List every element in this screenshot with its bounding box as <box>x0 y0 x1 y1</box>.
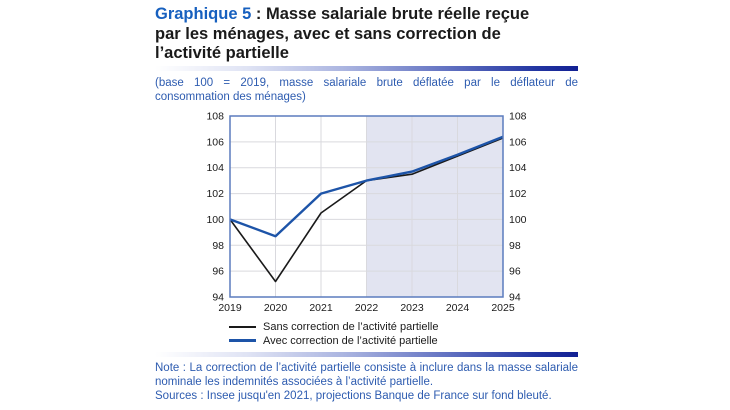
svg-text:2024: 2024 <box>446 302 470 313</box>
svg-text:106: 106 <box>509 136 527 148</box>
legend-item-sans-correction: Sans correction de l’activité partielle <box>229 320 438 333</box>
svg-text:2022: 2022 <box>355 302 379 313</box>
svg-text:2021: 2021 <box>309 302 333 313</box>
svg-text:98: 98 <box>212 240 224 252</box>
svg-text:2020: 2020 <box>264 302 288 313</box>
figure-label: Graphique 5 <box>155 5 252 23</box>
plot-frame <box>229 115 504 298</box>
figure-title-block: Graphique 5 : Masse salariale brute réel… <box>155 5 578 64</box>
legend-item-avec-correction: Avec correction de l’activité partielle <box>229 334 438 347</box>
svg-text:102: 102 <box>509 188 527 200</box>
gradient-divider-top <box>155 66 578 71</box>
figure-subtitle: (base 100 = 2019, masse salariale brute … <box>155 77 578 103</box>
sources-text: Sources : Insee jusqu'en 2021, projectio… <box>155 390 552 402</box>
svg-text:2025: 2025 <box>491 302 515 313</box>
gridlines <box>230 116 503 297</box>
legend-label: Avec correction de l’activité partielle <box>263 334 438 347</box>
svg-text:100: 100 <box>206 214 224 226</box>
svg-text:2019: 2019 <box>218 302 242 313</box>
svg-text:94: 94 <box>212 292 224 304</box>
svg-text:100: 100 <box>509 214 527 226</box>
legend-line-swatch-black <box>229 325 256 328</box>
svg-text:102: 102 <box>206 188 224 200</box>
svg-text:108: 108 <box>509 111 527 123</box>
axis-tick-labels: 94 94 96 96 98 98 100 100 102 102 104 104 106 106 108 1… <box>206 111 526 314</box>
figure-title-text: : Masse salariale brute réelle reçue par… <box>155 5 530 62</box>
svg-text:96: 96 <box>509 266 521 278</box>
svg-text:104: 104 <box>206 162 224 174</box>
note-text: Note : La correction de l’activité parti… <box>155 362 578 388</box>
svg-text:2023: 2023 <box>400 302 424 313</box>
chart-legend: Sans correction de l’activité partielle … <box>229 320 438 347</box>
gradient-divider-bottom <box>155 352 578 357</box>
line-chart: 94 94 96 96 98 98 100 100 102 102 104 104 106 106 108 1… <box>206 111 526 314</box>
svg-text:96: 96 <box>212 266 224 278</box>
legend-label: Sans correction de l’activité partielle <box>263 320 439 333</box>
svg-text:94: 94 <box>509 292 521 304</box>
figure-notes: Note : La correction de l’activité parti… <box>155 361 578 403</box>
figure-title: Graphique 5 : Masse salariale brute réel… <box>155 5 537 64</box>
svg-text:104: 104 <box>509 162 527 174</box>
svg-text:108: 108 <box>206 111 224 123</box>
svg-text:98: 98 <box>509 240 521 252</box>
legend-line-swatch-blue <box>229 339 256 342</box>
projection-shaded-region <box>366 116 503 297</box>
series-line-1 <box>229 135 504 238</box>
svg-text:106: 106 <box>206 136 224 148</box>
